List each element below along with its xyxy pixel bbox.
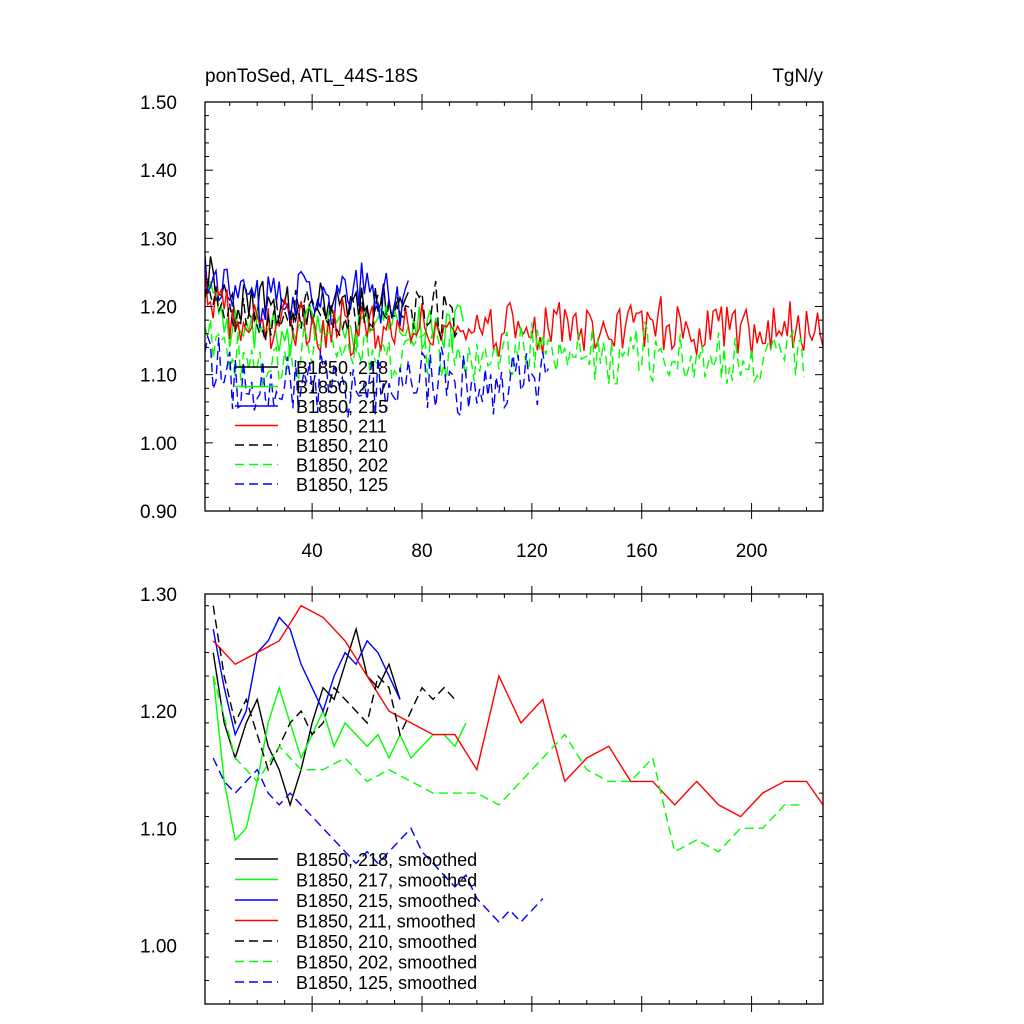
chart-title-left: ponToSed, ATL_44S-18S [205, 66, 418, 87]
legend-label: B1850, 202 [296, 456, 388, 476]
plot-frame [204, 593, 824, 1005]
legend-label: B1850, 210, smoothed [296, 932, 477, 952]
x-tick-label: 40 [302, 541, 323, 562]
legend-label: B1850, 210 [296, 436, 388, 456]
y-tick-label: 1.10 [140, 819, 177, 840]
series-line-6 [212, 675, 801, 853]
top-panel: ponToSed, ATL_44S-18S TgN/y 0.90 1.00 1.10… [140, 66, 824, 562]
series-line-4 [205, 268, 823, 358]
legend-label: B1850, 218, smoothed [296, 850, 477, 870]
y-tick-label: 1.00 [140, 936, 177, 957]
series-line-4 [212, 604, 823, 818]
series-line-2 [212, 675, 467, 842]
x-tick-label: 120 [516, 541, 548, 562]
legend-label: B1850, 218 [296, 358, 388, 378]
legend-label: B1850, 211 [296, 417, 387, 437]
y-tick-label: 1.00 [140, 434, 177, 455]
legend-label: B1850, 125, smoothed [296, 973, 477, 993]
series-line-5 [205, 280, 461, 342]
plot-area [212, 604, 823, 924]
series-line-3 [205, 255, 409, 328]
legend-label: B1850, 215, smoothed [296, 891, 477, 911]
series-line-1 [212, 626, 401, 808]
chart-units-label: TgN/y [772, 66, 823, 87]
y-tick-label: 1.30 [140, 585, 177, 606]
x-tick-label: 200 [736, 541, 768, 562]
y-tick-label: 1.20 [140, 702, 177, 723]
legend-label: B1850, 202, smoothed [296, 953, 477, 973]
y-tick-label: 1.30 [140, 229, 177, 250]
series-line-3 [212, 616, 401, 737]
y-tick-label: 1.40 [140, 161, 177, 182]
series-line-6 [205, 319, 805, 387]
y-tick-label: 1.10 [140, 366, 177, 387]
legend-label: B1850, 215 [296, 397, 388, 417]
x-tick-label: 80 [411, 541, 432, 562]
y-tick-label: 0.90 [140, 502, 177, 523]
y-tick-label: 1.50 [140, 93, 177, 114]
legend-label: B1850, 217 [296, 378, 388, 398]
legend-label: B1850, 211, smoothed [296, 912, 476, 932]
series-line-5 [212, 605, 456, 772]
x-tick-label: 160 [626, 541, 658, 562]
series-line-7 [212, 757, 544, 924]
legend-label: B1850, 125 [296, 475, 388, 495]
legend-label: B1850, 217, smoothed [296, 871, 477, 891]
y-tick-label: 1.20 [140, 298, 177, 319]
